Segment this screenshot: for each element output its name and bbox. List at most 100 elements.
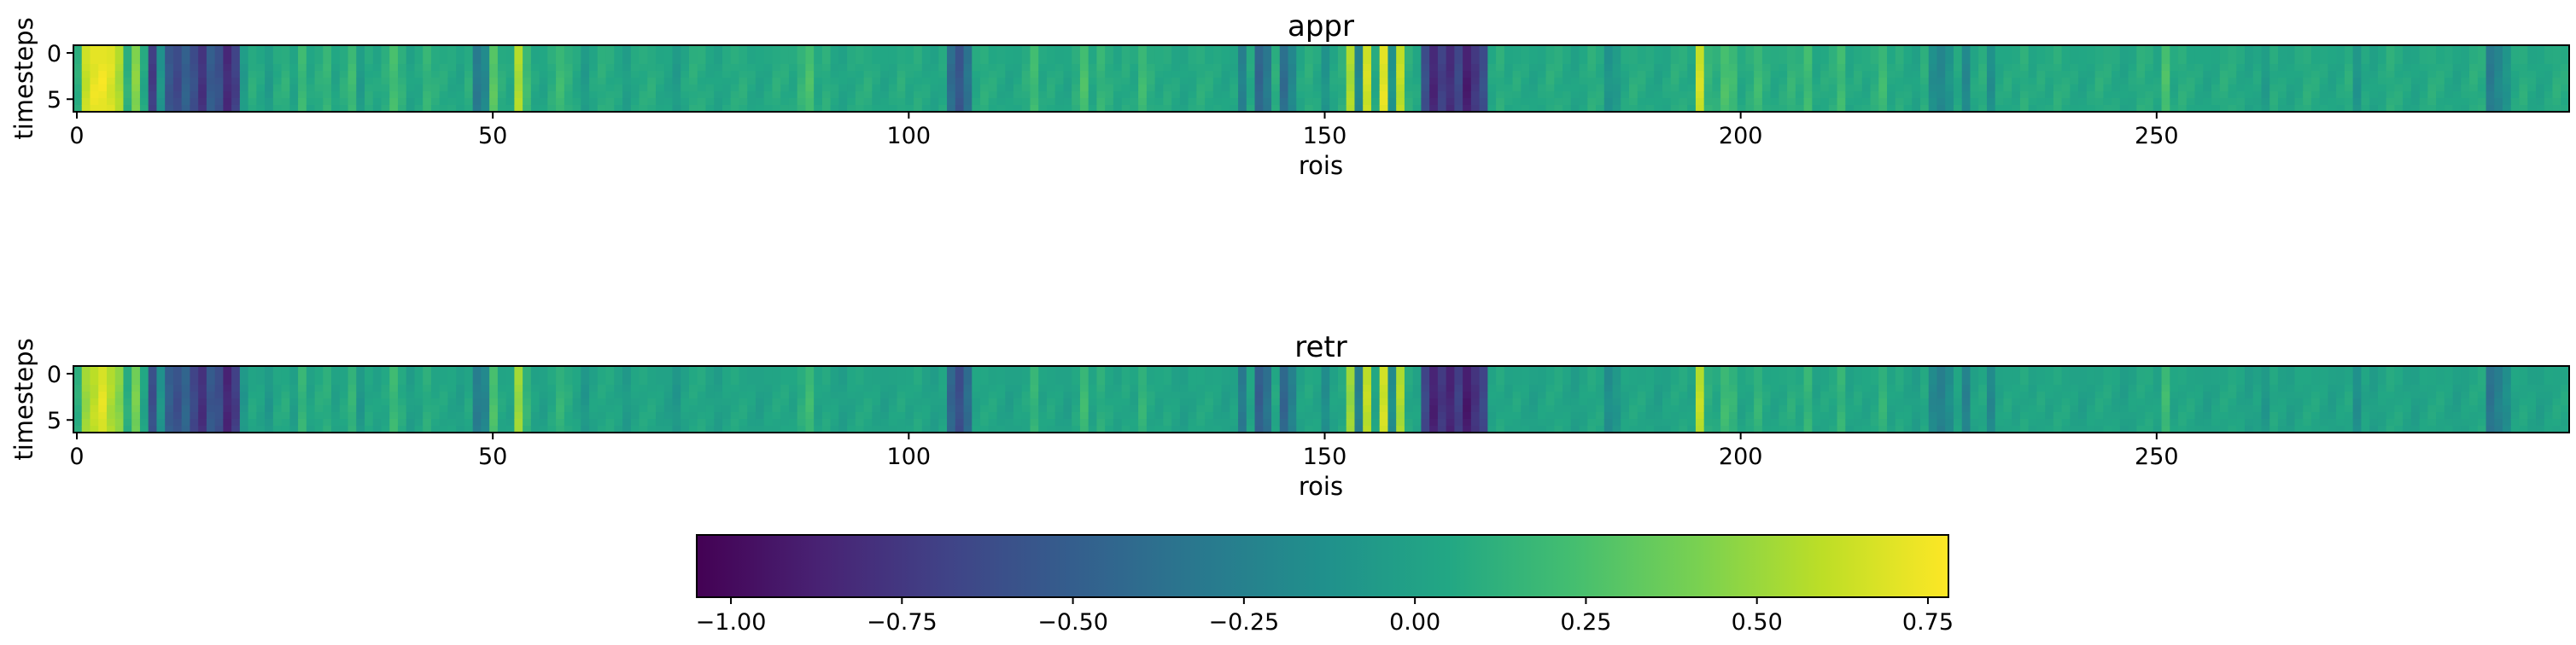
heatmap-cell — [1920, 366, 1930, 386]
heatmap-cell — [1570, 412, 1580, 420]
heatmap-cell — [1188, 405, 1197, 413]
heatmap-cell — [165, 405, 174, 413]
heatmap-cell — [2203, 45, 2212, 65]
heatmap-cell — [1737, 419, 1747, 427]
heatmap-cell — [2277, 385, 2287, 392]
heatmap-cell — [739, 45, 748, 65]
heatmap-cell — [1912, 398, 1921, 406]
heatmap-cell — [231, 91, 241, 99]
heatmap-cell — [838, 71, 848, 78]
heatmap-cell — [131, 366, 141, 386]
heatmap-cell — [847, 426, 856, 433]
heatmap-cell — [2245, 78, 2254, 85]
heatmap-cell — [672, 64, 681, 72]
heatmap-cell — [2219, 78, 2229, 85]
heatmap-cell — [406, 84, 416, 92]
heatmap-cell — [1629, 385, 1638, 392]
heatmap-cell — [1603, 366, 1614, 386]
heatmap-cell — [497, 105, 507, 113]
heatmap-cell — [2070, 64, 2079, 72]
heatmap-cell — [1063, 45, 1072, 65]
heatmap-cell — [2361, 91, 2370, 99]
heatmap-cell — [239, 105, 249, 113]
heatmap-cell — [165, 392, 174, 399]
heatmap-cell — [1005, 392, 1014, 399]
heatmap-cell — [348, 412, 357, 420]
heatmap-cell — [681, 91, 690, 99]
heatmap-cell — [2469, 78, 2479, 85]
heatmap-cell — [1820, 98, 1830, 106]
heatmap-cell — [1637, 78, 1647, 85]
heatmap-cell — [505, 398, 515, 406]
heatmap-cell — [481, 45, 490, 65]
heatmap-cell — [1621, 78, 1630, 85]
heatmap-cell — [1437, 426, 1447, 433]
heatmap-cell — [281, 45, 290, 65]
heatmap-cell — [1046, 366, 1056, 386]
heatmap-cell — [697, 105, 707, 113]
heatmap-cell — [1687, 398, 1697, 406]
heatmap-cell — [1412, 412, 1422, 420]
heatmap-cell — [2519, 105, 2528, 113]
heatmap-cell — [2410, 366, 2421, 386]
heatmap-cell — [2153, 405, 2163, 413]
heatmap-cell — [1945, 385, 1954, 392]
heatmap-cell — [2469, 405, 2479, 413]
heatmap-cell — [190, 71, 199, 78]
heatmap-cell — [1030, 426, 1039, 433]
heatmap-cell — [430, 91, 441, 99]
heatmap-cell — [2561, 419, 2570, 427]
heatmap-cell — [2544, 98, 2554, 106]
heatmap-cell — [1329, 398, 1339, 406]
heatmap-cell — [381, 84, 390, 92]
heatmap-cell — [2178, 398, 2188, 406]
heatmap-cell — [2012, 366, 2021, 386]
heatmap-cell — [272, 419, 283, 427]
heatmap-cell — [2319, 64, 2329, 72]
heatmap-cell — [1695, 84, 1705, 92]
heatmap-cell — [705, 84, 715, 92]
heatmap-cell — [963, 392, 973, 399]
heatmap-cell — [1254, 412, 1264, 420]
heatmap-cell — [805, 366, 815, 386]
heatmap-cell — [2053, 45, 2063, 65]
heatmap-cell — [2086, 392, 2096, 399]
heatmap-cell — [73, 98, 83, 106]
heatmap-cell — [2145, 91, 2154, 99]
heatmap-cell — [2361, 385, 2370, 392]
heatmap-cell — [2286, 392, 2296, 399]
heatmap-cell — [697, 45, 707, 65]
heatmap-cell — [1728, 412, 1738, 420]
heatmap-cell — [914, 64, 923, 72]
heatmap-cell — [1654, 98, 1663, 106]
heatmap-cell — [1054, 71, 1065, 78]
heatmap-cell — [1895, 78, 1905, 85]
heatmap-cell — [1887, 392, 1896, 399]
heatmap-cell — [348, 405, 357, 413]
heatmap-cell — [331, 64, 341, 72]
heatmap-cell — [1113, 84, 1123, 92]
heatmap-cell — [1895, 398, 1905, 406]
heatmap-cell — [589, 64, 599, 72]
heatmap-cell — [1296, 412, 1306, 420]
heatmap-cell — [938, 426, 948, 433]
heatmap-cell — [1629, 64, 1638, 72]
heatmap-cell — [1712, 78, 1721, 85]
heatmap-cell — [1995, 419, 2005, 427]
heatmap-cell — [472, 105, 482, 113]
heatmap-cell — [622, 426, 632, 433]
heatmap-cell — [198, 392, 207, 399]
heatmap-cell — [2070, 412, 2079, 420]
heatmap-cell — [980, 398, 990, 406]
heatmap-cell — [1046, 426, 1056, 433]
heatmap-cell — [847, 419, 856, 427]
heatmap-cell — [2012, 45, 2021, 65]
heatmap-cell — [348, 64, 357, 72]
heatmap-cell — [2161, 412, 2170, 420]
heatmap-cell — [256, 419, 266, 427]
heatmap-cell — [439, 64, 449, 72]
heatmap-cell — [581, 426, 590, 433]
heatmap-cell — [1795, 64, 1805, 72]
heatmap-cell — [114, 366, 125, 386]
heatmap-cell — [1030, 71, 1039, 78]
